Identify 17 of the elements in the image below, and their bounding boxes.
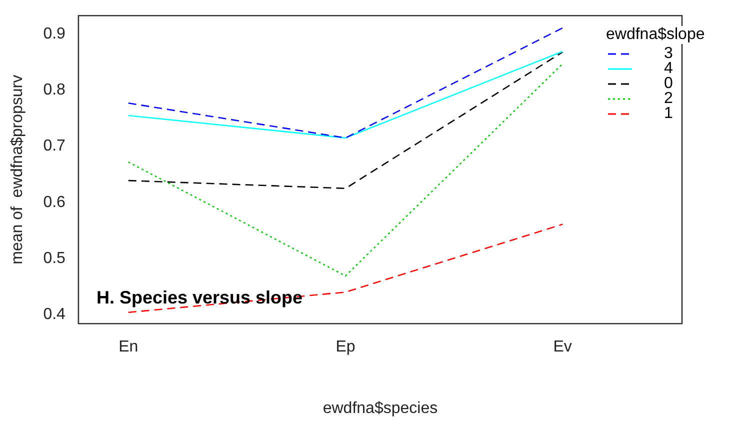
y-tick-label: 0.9	[43, 26, 66, 43]
y-axis-title: mean of ewdfna$propsurv	[9, 74, 26, 264]
legend-label: 0	[664, 75, 673, 92]
y-tick-label: 0.6	[43, 194, 66, 211]
y-tick-label: 0.8	[43, 82, 66, 99]
x-tick-label: Ep	[336, 338, 356, 356]
legend-label: 4	[664, 60, 673, 77]
y-tick-label: 0.5	[43, 250, 66, 267]
legend-label: 1	[664, 105, 673, 122]
y-tick-label: 0.4	[43, 306, 66, 324]
x-axis-title: ewdfna$species	[322, 400, 438, 417]
y-tick-label: 0.7	[43, 138, 66, 155]
x-tick-label: Ev	[553, 338, 572, 356]
x-tick-label: En	[118, 338, 138, 356]
legend-label: 3	[664, 45, 673, 62]
legend-label: 2	[664, 90, 673, 107]
legend-title: ewdfna$slope	[606, 26, 705, 44]
